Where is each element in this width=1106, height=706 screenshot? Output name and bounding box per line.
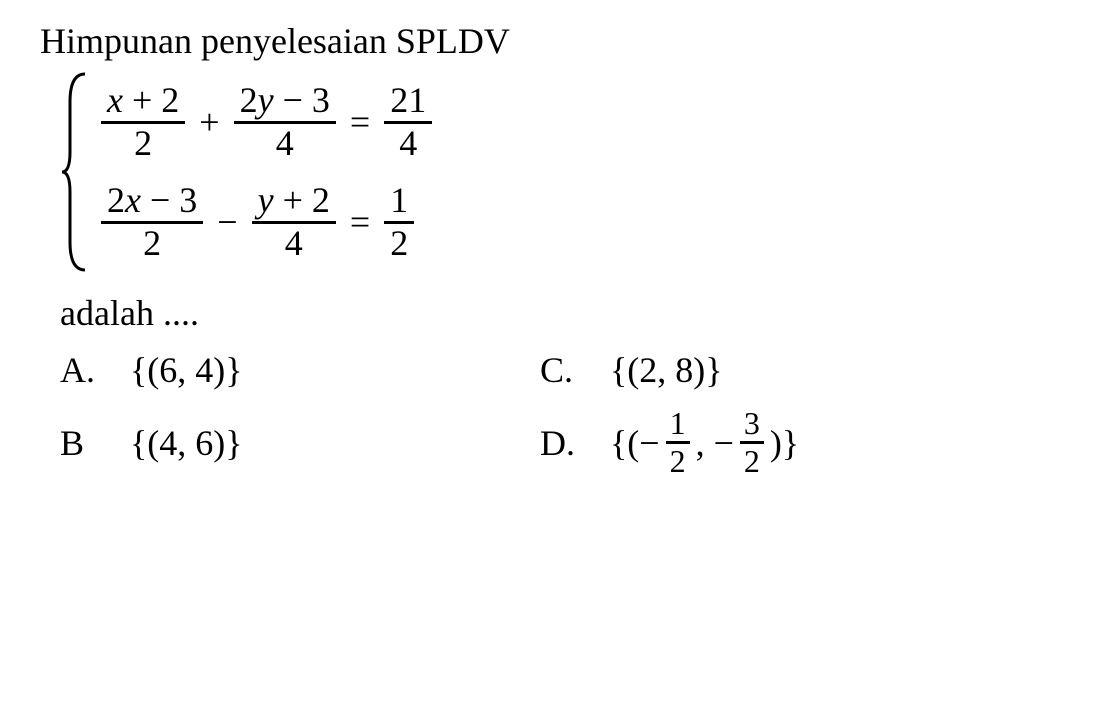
equation-system: x + 2 2 + 2y − 3 4 = 21 4 2x − 3 2 − y +… — [60, 72, 1066, 272]
eq1-frac3: 21 4 — [384, 81, 432, 163]
option-c: C. {(2, 8)} — [540, 349, 1060, 391]
option-d-frac2: 3 2 — [740, 406, 764, 479]
option-d-mid: , − — [696, 422, 734, 464]
eq1-frac1: x + 2 2 — [101, 81, 185, 163]
eq1-frac2: 2y − 3 4 — [234, 81, 336, 163]
option-d-frac1: 1 2 — [666, 406, 690, 479]
adalah-text: adalah .... — [60, 292, 1066, 334]
equation-2: 2x − 3 2 − y + 2 4 = 1 2 — [95, 180, 438, 265]
option-b: B {(4, 6)} — [60, 406, 540, 479]
options-grid: A. {(6, 4)} C. {(2, 8)} B {(4, 6)} D. {(… — [60, 349, 1066, 479]
option-d-prefix: {(− — [610, 422, 660, 464]
option-b-letter: B — [60, 422, 130, 464]
option-d-value: {(− 1 2 , − 3 2 )} — [610, 406, 799, 479]
eq2-op1: − — [217, 201, 237, 243]
option-a-letter: A. — [60, 349, 130, 391]
option-b-value: {(4, 6)} — [130, 422, 243, 464]
equation-1: x + 2 2 + 2y − 3 4 = 21 4 — [95, 80, 438, 165]
eq1-op2: = — [350, 101, 370, 143]
equations-list: x + 2 2 + 2y − 3 4 = 21 4 2x − 3 2 − y +… — [95, 72, 438, 272]
option-a: A. {(6, 4)} — [60, 349, 540, 391]
eq2-frac3: 1 2 — [384, 181, 414, 263]
problem-title: Himpunan penyelesaian SPLDV — [40, 20, 1066, 62]
eq2-frac1: 2x − 3 2 — [101, 181, 203, 263]
option-c-letter: C. — [540, 349, 610, 391]
eq1-op1: + — [199, 101, 219, 143]
left-brace-icon — [60, 72, 90, 272]
option-d-suffix: )} — [770, 422, 799, 464]
option-d: D. {(− 1 2 , − 3 2 )} — [540, 406, 1060, 479]
eq2-frac2: y + 2 4 — [252, 181, 336, 263]
option-c-value: {(2, 8)} — [610, 349, 723, 391]
option-a-value: {(6, 4)} — [130, 349, 243, 391]
option-d-letter: D. — [540, 422, 610, 464]
eq2-op2: = — [350, 201, 370, 243]
